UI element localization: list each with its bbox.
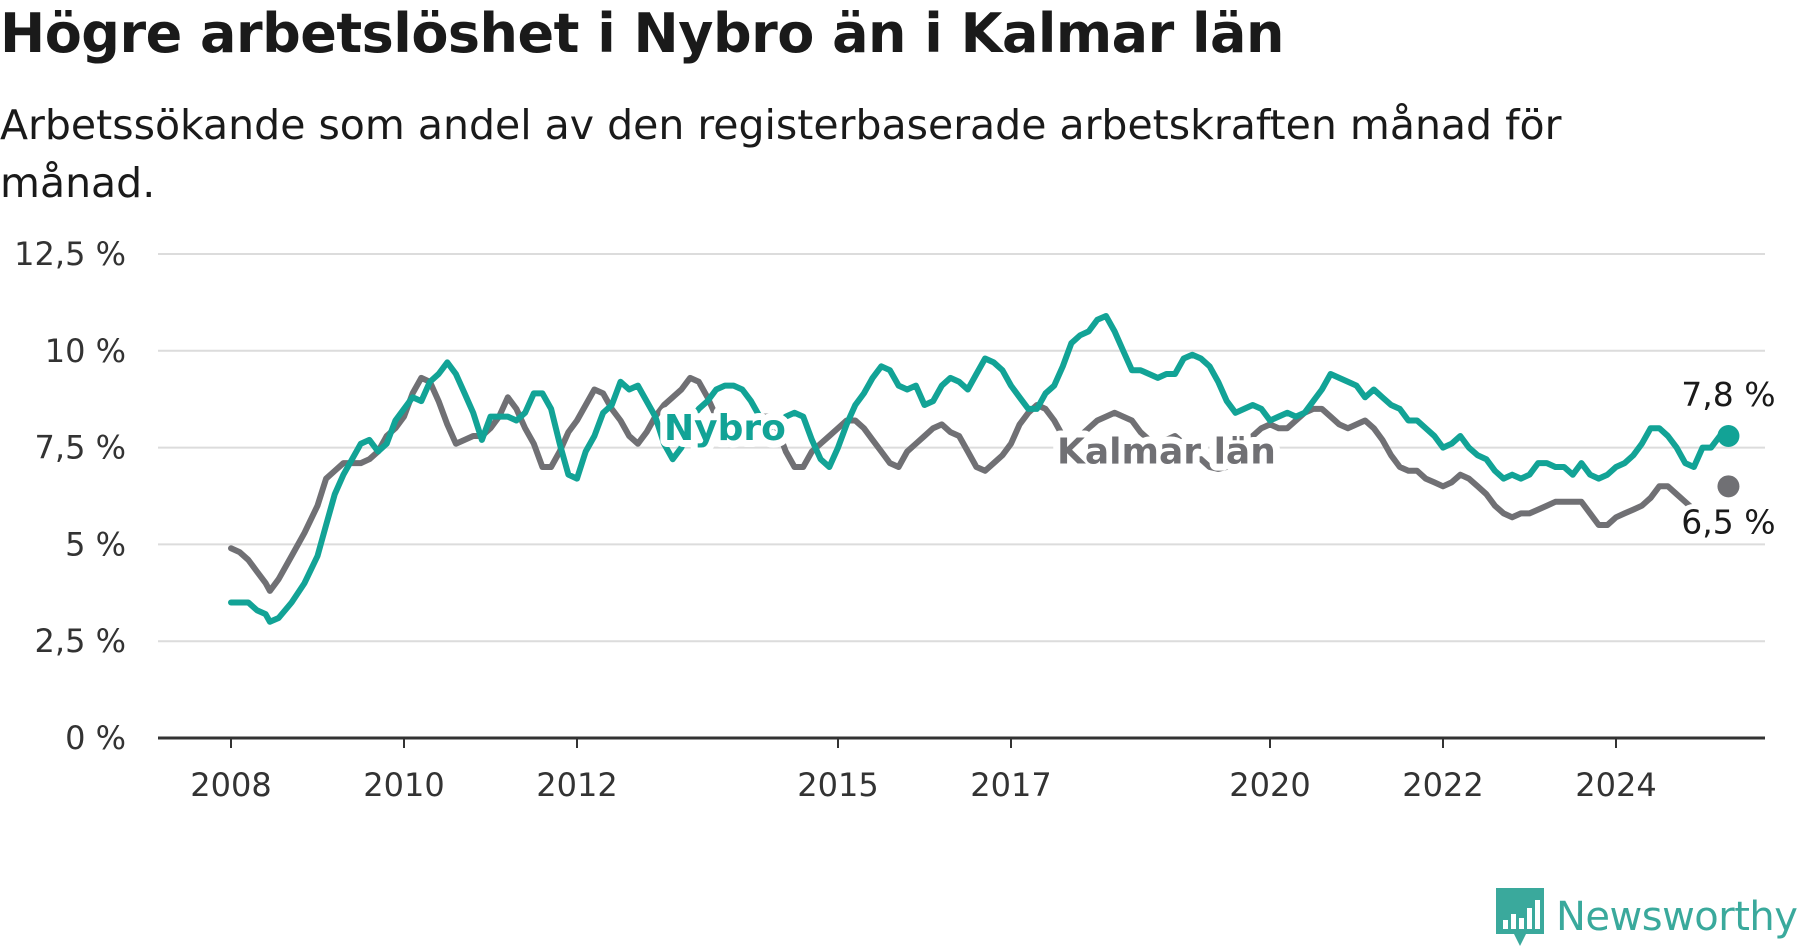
series-label-kalmar-ln: Kalmar län: [1057, 431, 1276, 472]
x-tick-label: 2017: [970, 766, 1051, 804]
y-tick-label: 2,5 %: [35, 622, 126, 660]
end-value-label: 6,5 %: [1681, 502, 1775, 541]
series-line-kalmar-ln: [228, 374, 1693, 594]
y-tick-label: 5 %: [65, 525, 126, 563]
x-tick-label: 2020: [1229, 766, 1310, 804]
gridlines: [158, 253, 1765, 748]
y-tick-label: 0 %: [65, 719, 126, 757]
end-value-label: 7,8 %: [1681, 375, 1775, 414]
x-tick-label: 2024: [1575, 766, 1656, 804]
y-tick-label: 10 %: [45, 332, 126, 370]
end-point-marker: [1717, 475, 1740, 498]
end-point-marker: [1717, 424, 1740, 447]
series-label-nybro: Nybro: [664, 408, 786, 449]
series-line-nybro: [228, 313, 1732, 625]
newsworthy-logo-icon: [1496, 888, 1544, 946]
y-tick-label: 12,5 %: [14, 235, 126, 273]
x-tick-label: 2015: [797, 766, 878, 804]
x-tick-label: 2012: [536, 766, 617, 804]
series-lines: [228, 313, 1732, 625]
y-axis-tick-labels: 0 % 2,5 % 5 % 7,5 % 10 % 12,5 %: [14, 235, 126, 757]
x-axis-tick-labels: 2008 2010 2012 2015 2017 2020 2022 2024: [190, 766, 1656, 804]
series-labels: Nybro Kalmar län: [657, 401, 1283, 479]
chart-title: Högre arbetslöshet i Nybro än i Kalmar l…: [0, 2, 1284, 65]
chart-subtitle: Arbetssökande som andel av den registerb…: [0, 101, 1562, 207]
end-point-markers: 7,8 % 6,5 %: [1676, 370, 1780, 546]
x-tick-label: 2022: [1402, 766, 1483, 804]
x-tick-label: 2010: [363, 766, 444, 804]
newsworthy-brand: Newsworthy: [1494, 886, 1798, 948]
y-tick-label: 7,5 %: [35, 429, 126, 467]
x-tick-label: 2008: [190, 766, 271, 804]
brand-name: Newsworthy: [1556, 894, 1798, 940]
